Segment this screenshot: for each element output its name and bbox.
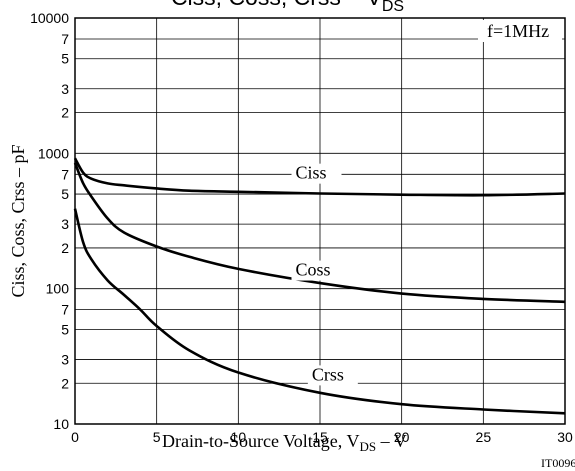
y-tick-label: 5 (61, 186, 69, 202)
series-coss-line (73, 162, 566, 304)
x-axis-label-unit: – V (376, 431, 407, 451)
y-tick-label: 3 (61, 351, 69, 367)
y-tick-label: 5 (61, 321, 69, 337)
y-tick-label: 100 (46, 281, 70, 297)
y-tick-label: 10000 (30, 10, 69, 26)
y-tick-labels: 10 2 3 5 7 100 2 3 5 7 1000 2 3 5 7 10000 (30, 10, 69, 432)
y-tick-label: 7 (61, 166, 69, 182)
series-label-backdrop (291, 260, 342, 281)
series-labels: Ciss Coss Crss (291, 163, 358, 386)
y-tick-label: 3 (61, 81, 69, 97)
y-tick-label: 2 (61, 105, 69, 121)
y-tick-label: 1000 (38, 145, 69, 161)
y-axis-label: Ciss, Coss, Crss – pF (8, 144, 28, 297)
y-tick-label: 7 (61, 31, 69, 47)
series-label-backdrop (291, 163, 342, 184)
x-axis-label-sub: DS (359, 439, 376, 454)
x-tick-label: 15 (312, 429, 328, 445)
series-label-coss: Coss (296, 260, 331, 280)
y-tick-label: 5 (61, 51, 69, 67)
y-tick-label: 10 (53, 416, 69, 432)
series-crss-line (73, 208, 566, 415)
x-tick-labels: 0 5 10 15 20 25 30 (71, 429, 573, 445)
series-ciss-line (73, 157, 566, 197)
series-curves (73, 157, 566, 415)
plot-frame (74, 17, 566, 425)
x-tick-label: 0 (71, 429, 79, 445)
series-label-backdrop (307, 365, 358, 386)
x-tick-label: 10 (231, 429, 247, 445)
x-tick-label: 25 (476, 429, 492, 445)
annotation-backdrop (478, 20, 562, 42)
x-tick-label: 5 (153, 429, 161, 445)
y-tick-label: 7 (61, 302, 69, 318)
x-tick-label: 30 (557, 429, 573, 445)
figure-code: IT00963 (541, 456, 575, 470)
frequency-annotation: f=1MHz (487, 21, 549, 41)
x-axis-label: Drain-to-Source Voltage, VDS – V (162, 431, 407, 454)
y-tick-label: 2 (61, 375, 69, 391)
y-tick-label: 2 (61, 240, 69, 256)
x-tick-label: 20 (394, 429, 410, 445)
grid (75, 18, 565, 424)
series-label-crss: Crss (312, 364, 344, 384)
chart-title: Ciss, Coss, Crss – VDS (171, 0, 405, 15)
y-tick-label: 3 (61, 216, 69, 232)
series-label-ciss: Ciss (296, 163, 327, 183)
